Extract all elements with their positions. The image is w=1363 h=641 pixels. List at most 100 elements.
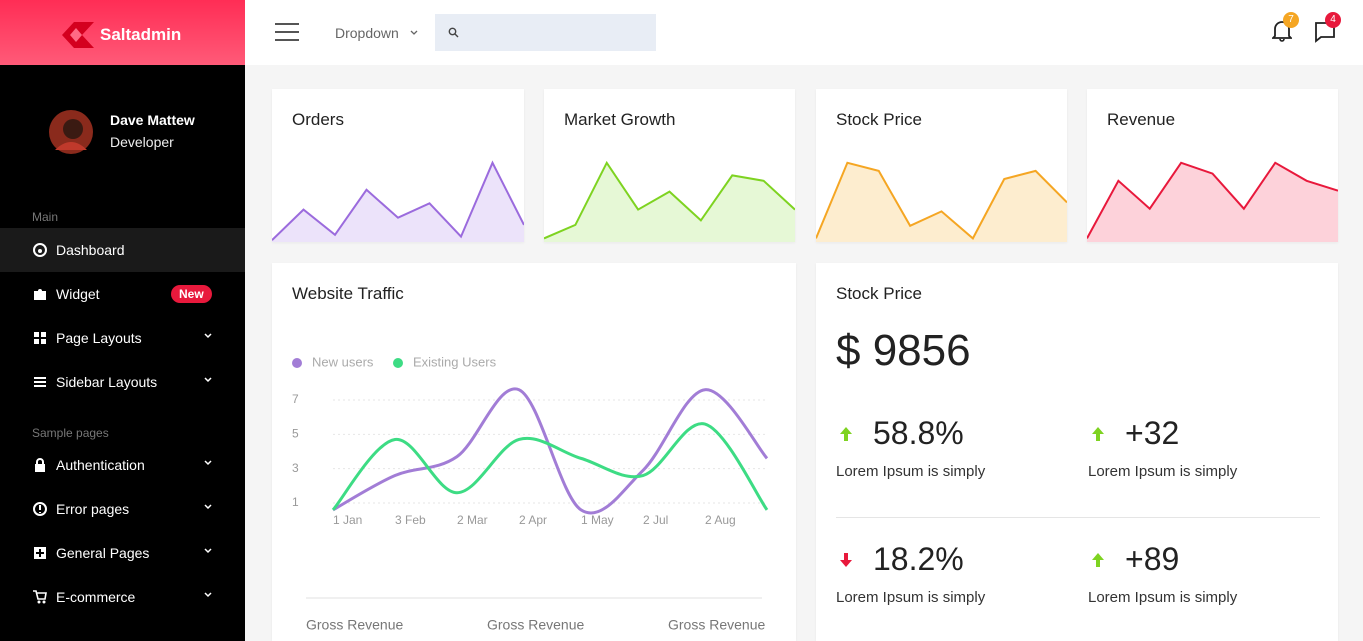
y-tick-label: 7 — [292, 392, 299, 406]
x-tick-label: 2 Aug — [705, 513, 736, 527]
footer-label: Gross Revenue — [306, 617, 403, 633]
header: Dropdown 7 4 — [245, 0, 1363, 65]
trend-arrow — [1092, 427, 1104, 441]
divider — [836, 517, 1320, 518]
chevron — [410, 30, 418, 35]
avatar — [49, 110, 93, 154]
stock-card: Stock Price $ 9856 58.8% Lorem Ipsum is s… — [816, 263, 1338, 641]
arrow — [840, 427, 852, 441]
brand-name[interactable]: Saltadmin — [100, 25, 182, 44]
sparkline — [544, 160, 795, 242]
nav-label: General Pages — [56, 545, 150, 561]
y-tick-label: 1 — [292, 495, 299, 509]
card-title: Stock Price — [836, 110, 922, 129]
stat-text: Lorem Ipsum is simply — [836, 463, 986, 480]
icon — [34, 377, 46, 387]
series-line — [332, 387, 769, 515]
card-title: Orders — [292, 110, 344, 129]
trend-arrow — [1092, 553, 1104, 567]
area — [1087, 162, 1338, 242]
icon — [33, 502, 47, 516]
x-tick-label: 1 May — [581, 513, 614, 527]
stat-card: Market Growth — [544, 89, 795, 242]
card-title: Website Traffic — [292, 284, 404, 303]
area — [544, 162, 795, 242]
legend-label: New users — [312, 354, 374, 369]
stat-value: 18.2% — [873, 541, 964, 577]
x-tick-label: 1 Jan — [333, 513, 362, 527]
line — [272, 160, 524, 241]
chevron — [204, 460, 212, 466]
icon — [34, 547, 46, 559]
stat-text: Lorem Ipsum is simply — [836, 589, 986, 606]
nav-item[interactable]: General Pages — [0, 531, 245, 575]
stat-card: Revenue — [1087, 89, 1338, 242]
nav-label: Authentication — [56, 457, 145, 473]
section-title: Sample pages — [32, 426, 109, 440]
search-box[interactable] — [435, 14, 656, 51]
icon — [33, 243, 47, 257]
chevron — [204, 333, 212, 339]
dropdown[interactable]: Dropdown — [335, 25, 419, 41]
search-icon — [448, 27, 459, 38]
arrow — [1092, 553, 1104, 567]
message-count: 4 — [1325, 12, 1341, 28]
user-name: Dave Mattew — [110, 112, 195, 128]
footer-label: Gross Revenue — [668, 617, 765, 633]
sparkline — [816, 161, 1067, 242]
x-tick-label: 2 Jul — [643, 513, 668, 527]
line — [1087, 161, 1338, 239]
legend-marker — [292, 358, 302, 368]
footer-label: Gross Revenue — [487, 617, 584, 633]
menu-toggle[interactable] — [275, 22, 300, 42]
y-tick-label: 3 — [292, 461, 299, 475]
nav-item[interactable]: Sidebar Layouts — [0, 360, 245, 404]
nav-item[interactable]: Page Layouts — [0, 316, 245, 360]
line — [816, 161, 1067, 240]
chevron — [204, 377, 212, 383]
stat-text: Lorem Ipsum is simply — [1088, 463, 1238, 480]
brand-bar: Saltadmin — [0, 0, 245, 65]
y-tick-label: 5 — [292, 427, 299, 441]
badge: New — [171, 285, 212, 303]
sparkline — [272, 160, 524, 242]
logo — [62, 22, 94, 48]
stat-text: Lorem Ipsum is simply — [1088, 589, 1238, 606]
user-role: Developer — [110, 134, 174, 150]
area — [272, 162, 524, 242]
trend-arrow — [840, 427, 852, 441]
stat-value: 58.8% — [873, 415, 964, 451]
sidebar: Saltadmin Dave Mattew Developer Main Das… — [0, 0, 245, 641]
nav-label: Dashboard — [56, 242, 125, 258]
notification-count: 7 — [1283, 12, 1299, 28]
stat-card: Stock Price — [816, 89, 1067, 242]
x-tick-label: 2 Apr — [519, 513, 547, 527]
nav-label: Widget — [56, 286, 100, 302]
series-line — [331, 422, 769, 511]
nav-item[interactable]: E-commerce — [0, 575, 245, 619]
nav-label: Error pages — [56, 501, 130, 517]
nav-label: E-commerce — [56, 589, 136, 605]
line — [544, 160, 795, 240]
stat-value: +89 — [1125, 541, 1180, 577]
x-tick-label: 3 Feb — [395, 513, 426, 527]
x-tick-label: 2 Mar — [457, 513, 488, 527]
card-title: Revenue — [1107, 110, 1176, 129]
stat-value: +32 — [1125, 415, 1180, 451]
sparkline — [1087, 161, 1338, 242]
nav-item[interactable]: Widget New — [0, 272, 245, 316]
dropdown-label: Dropdown — [335, 25, 399, 41]
nav-item[interactable]: Dashboard — [0, 228, 245, 272]
card-title: Market Growth — [564, 110, 676, 129]
icon — [34, 289, 46, 300]
stock-price: $ 9856 — [836, 326, 971, 375]
icon — [35, 458, 45, 472]
nav-item[interactable]: Authentication — [0, 443, 245, 487]
chevron — [204, 548, 212, 554]
traffic-chart: 1 3 5 7 1 Jan 3 Feb 2 Mar 2 Apr 1 May 2 Jul 2 Aug N… — [292, 354, 769, 633]
arrow — [840, 553, 852, 567]
nav-item[interactable]: Error pages — [0, 487, 245, 531]
trend-arrow — [840, 553, 852, 567]
stat-card: Orders — [272, 89, 524, 242]
section-title: Main — [32, 210, 59, 224]
